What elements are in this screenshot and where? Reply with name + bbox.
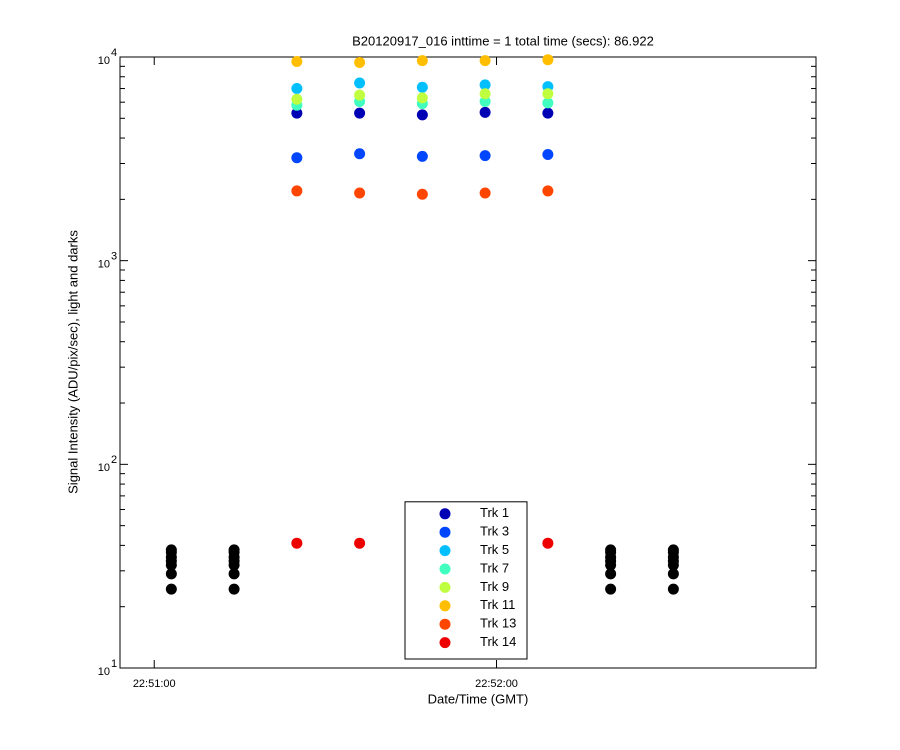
point bbox=[354, 77, 366, 89]
point bbox=[542, 149, 554, 161]
y-tick-exponent: 2 bbox=[111, 454, 117, 466]
legend-label: Trk 11 bbox=[480, 597, 515, 612]
legend-marker bbox=[439, 600, 451, 612]
point bbox=[667, 568, 679, 580]
point bbox=[291, 83, 303, 95]
chart-title: B20120917_016 inttime = 1 total time (se… bbox=[352, 33, 654, 48]
point bbox=[542, 97, 554, 109]
point bbox=[479, 150, 491, 162]
point bbox=[667, 583, 679, 595]
y-tick-exponent: 4 bbox=[111, 47, 117, 59]
point bbox=[479, 88, 491, 100]
point bbox=[291, 107, 303, 119]
point bbox=[416, 188, 428, 200]
x-tick-label: 22:51:00 bbox=[133, 678, 176, 690]
point bbox=[479, 79, 491, 91]
x-tick-label: 22:52:00 bbox=[475, 678, 518, 690]
point bbox=[165, 583, 177, 595]
point bbox=[354, 187, 366, 199]
legend-marker bbox=[439, 545, 451, 557]
point bbox=[354, 537, 366, 549]
point bbox=[416, 150, 428, 162]
point bbox=[605, 559, 617, 571]
point bbox=[479, 106, 491, 118]
y-tick-label: 10 bbox=[98, 666, 110, 678]
legend-marker bbox=[439, 581, 451, 593]
point bbox=[354, 89, 366, 101]
point bbox=[165, 568, 177, 580]
point bbox=[228, 568, 240, 580]
point bbox=[291, 56, 303, 68]
point bbox=[291, 152, 303, 164]
point bbox=[354, 107, 366, 119]
point bbox=[416, 109, 428, 121]
point bbox=[165, 559, 177, 571]
legend-marker bbox=[439, 637, 451, 649]
point bbox=[542, 185, 554, 197]
point bbox=[542, 537, 554, 549]
y-tick-exponent: 3 bbox=[111, 251, 117, 263]
legend-label: Trk 1 bbox=[480, 505, 509, 520]
point bbox=[354, 56, 366, 68]
point bbox=[479, 55, 491, 67]
legend-label: Trk 3 bbox=[480, 524, 509, 539]
point bbox=[479, 187, 491, 199]
point bbox=[542, 54, 554, 66]
legend-label: Trk 5 bbox=[480, 542, 509, 557]
legend-marker bbox=[439, 526, 451, 538]
legend bbox=[404, 501, 528, 660]
point bbox=[667, 559, 679, 571]
y-tick-label: 10 bbox=[98, 55, 110, 67]
point bbox=[291, 93, 303, 105]
point bbox=[542, 88, 554, 100]
point bbox=[291, 185, 303, 197]
x-axis-label: Date/Time (GMT) bbox=[428, 691, 529, 706]
point bbox=[542, 107, 554, 119]
legend-marker bbox=[439, 618, 451, 630]
legend-label: Trk 7 bbox=[480, 560, 509, 575]
point bbox=[354, 148, 366, 160]
legend-label: Trk 13 bbox=[480, 616, 516, 631]
y-axis-label: Signal Intensity (ADU/pix/sec), light an… bbox=[65, 230, 80, 494]
y-tick-exponent: 1 bbox=[111, 658, 117, 670]
y-tick-label: 10 bbox=[98, 462, 110, 474]
point bbox=[605, 568, 617, 580]
point bbox=[416, 81, 428, 93]
point bbox=[291, 537, 303, 549]
point bbox=[605, 583, 617, 595]
y-tick-label: 10 bbox=[98, 259, 110, 271]
point bbox=[416, 92, 428, 104]
point bbox=[228, 583, 240, 595]
point bbox=[228, 559, 240, 571]
legend-marker bbox=[439, 508, 451, 520]
point bbox=[479, 95, 491, 107]
legend-marker bbox=[439, 563, 451, 575]
legend-label: Trk 14 bbox=[480, 634, 516, 649]
point bbox=[416, 55, 428, 67]
legend-label: Trk 9 bbox=[480, 579, 509, 594]
